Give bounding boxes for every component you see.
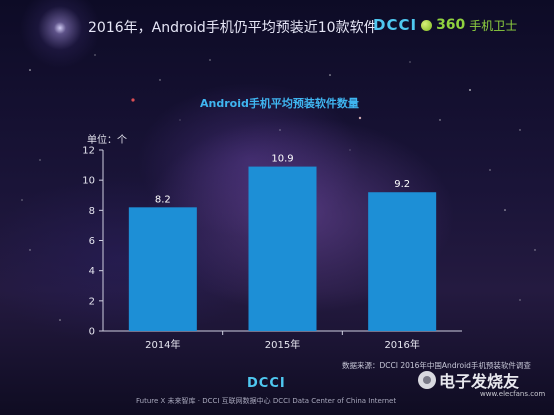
brand-guard-text: 手机卫士 <box>469 18 518 33</box>
360-logo-text: 360 <box>436 17 466 33</box>
footer-dcci-logo: DCCI <box>247 376 286 391</box>
360-logo-icon <box>421 19 433 31</box>
footer-text: Future X 未来智库 · DCCI 互联网数据中心 DCCI Data C… <box>136 397 397 405</box>
bar-value-label: 9.2 <box>394 179 410 190</box>
y-axis-unit-label: 单位：个 <box>87 135 127 146</box>
watermark-logo-icon <box>418 371 436 389</box>
y-tick-label: 8 <box>89 206 95 217</box>
watermark-name: 电子发烧友 <box>439 372 520 391</box>
y-tick-label: 12 <box>82 146 95 157</box>
y-tick-label: 6 <box>89 236 95 247</box>
bar <box>368 192 437 331</box>
x-tick-label: 2016年 <box>384 338 419 351</box>
bar-value-label: 10.9 <box>271 154 293 165</box>
page-title: 2016年，Android手机仍平均预装近10款软件 <box>88 20 378 36</box>
brand-logo: DCCI 360 手机卫士 <box>373 16 517 34</box>
watermark-site: www.elecfans.com <box>480 390 546 398</box>
chart-title: Android手机平均预装软件数量 <box>200 97 359 110</box>
y-tick-label: 2 <box>89 296 95 307</box>
x-tick-label: 2014年 <box>145 338 180 351</box>
x-tick-label: 2015年 <box>265 338 300 351</box>
watermark: 电子发烧友 <box>418 368 519 392</box>
bar <box>248 166 317 331</box>
y-tick-label: 10 <box>82 176 95 187</box>
y-tick-label: 4 <box>89 266 95 277</box>
bar-value-label: 8.2 <box>155 194 171 205</box>
bar <box>128 207 197 331</box>
data-source-note: 数据来源：DCCI 2016年中国Android手机预装软件调查 <box>342 361 531 370</box>
y-tick-label: 0 <box>89 327 95 338</box>
dcci-logo-text: DCCI <box>373 16 418 34</box>
